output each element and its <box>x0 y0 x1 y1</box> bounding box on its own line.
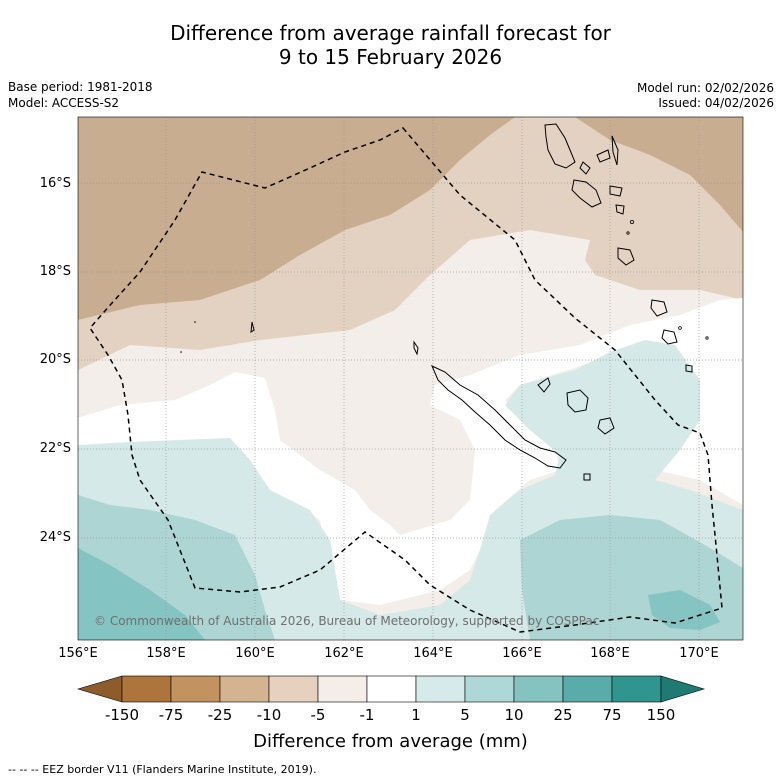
model-run-label: Model run: 02/02/2026 <box>636 81 774 95</box>
vanuatu-ambrym <box>609 185 623 197</box>
wet-strong-se-region <box>648 590 720 630</box>
colorbar-tick-label: 1 <box>411 706 421 724</box>
colorbar-tick-label: -1 <box>359 706 375 724</box>
lat-label-16s: 16°S <box>39 176 71 191</box>
vanuatu-maewo <box>596 149 611 163</box>
loyalty-islands-lifou <box>566 389 589 413</box>
islet <box>194 321 196 323</box>
lon-label-162e: 162°E <box>324 646 364 661</box>
colorbar-tick-label: -5 <box>310 706 326 724</box>
lon-label-168e: 168°E <box>590 646 630 661</box>
copyright-notice: © Commonwealth of Australia 2026, Bureau… <box>94 614 600 628</box>
colorbar-segment <box>317 675 368 703</box>
vanuatu-aneityum <box>685 364 693 373</box>
colorbar-segment <box>219 675 270 703</box>
islet <box>180 351 182 353</box>
colorbar <box>76 675 706 703</box>
map-frame <box>77 116 744 641</box>
lat-label-20s: 20°S <box>39 352 71 367</box>
colorbar-segment <box>611 675 662 703</box>
colorbar-segment <box>121 675 172 703</box>
base-period-label: Base period: 1981-2018 <box>8 80 153 94</box>
colorbar-segment <box>464 675 515 703</box>
model-label: Model: ACCESS-S2 <box>8 96 120 110</box>
lon-label-160e: 160°E <box>235 646 275 661</box>
dry-strong-region <box>78 117 515 320</box>
vanuatu-tanna <box>661 329 678 345</box>
colorbar-segment <box>513 675 564 703</box>
eez-border <box>89 127 723 633</box>
title-line-2: 9 to 15 February 2026 <box>278 45 503 69</box>
islet <box>626 231 630 235</box>
title-line-1: Difference from average rainfall forecas… <box>170 21 611 45</box>
lon-label-164e: 164°E <box>413 646 453 661</box>
issued-label: Issued: 04/02/2026 <box>658 96 774 110</box>
graticule <box>78 117 743 640</box>
loyalty-islands-ouvea <box>537 377 551 393</box>
colorbar-segment <box>366 675 417 703</box>
colorbar-segment <box>415 675 466 703</box>
lat-label-22s: 22°S <box>39 441 71 456</box>
loyalty-islands-mare <box>597 417 615 435</box>
colorbar-tick-label: 10 <box>504 706 524 724</box>
colorbar-extend-low <box>76 675 123 703</box>
lon-label-170e: 170°E <box>679 646 719 661</box>
wet-strong-sw-region <box>78 548 205 640</box>
colorbar-tick-label: 25 <box>553 706 573 724</box>
vanuatu-epi <box>615 204 625 215</box>
lon-label-158e: 158°E <box>146 646 186 661</box>
lon-label-156e: 156°E <box>58 646 98 661</box>
colorbar-segment <box>562 675 613 703</box>
colorbar-segment <box>268 675 319 703</box>
vanuatu-malekula <box>571 179 602 208</box>
isle-of-pines <box>583 473 591 481</box>
lon-label-166e: 166°E <box>502 646 542 661</box>
dry-strong-ne-region <box>575 117 743 232</box>
chesterfield-reef <box>250 321 255 334</box>
lat-label-24s: 24°S <box>39 530 71 545</box>
colorbar-tick-label: -10 <box>256 706 282 724</box>
vanuatu-erromango <box>650 299 668 317</box>
islet <box>678 326 682 330</box>
islet <box>705 336 709 340</box>
colorbar-tick-label: 150 <box>646 706 676 724</box>
colorbar-tick-label: 75 <box>602 706 622 724</box>
new-caledonia-coastline <box>431 365 567 469</box>
islet <box>630 219 635 224</box>
colorbar-tick-label: -75 <box>158 706 184 724</box>
colorbar-segment <box>170 675 221 703</box>
lat-label-18s: 18°S <box>39 264 71 279</box>
vanuatu-espiritu-santo <box>544 123 576 169</box>
colorbar-label: Difference from average (mm) <box>253 731 528 752</box>
neutral-region <box>78 298 743 605</box>
vanuatu-pentecost <box>611 135 619 166</box>
vanuatu-efate <box>617 247 635 266</box>
vanuatu-malo <box>579 161 591 175</box>
colorbar-tick-label: 5 <box>460 706 470 724</box>
colorbar-tick-label: -150 <box>104 706 140 724</box>
eez-legend: -- -- -- EEZ border V11 (Flanders Marine… <box>8 763 317 776</box>
colorbar-extend-high <box>660 675 706 703</box>
belep-island <box>413 340 419 356</box>
colorbar-tick-label: -25 <box>207 706 233 724</box>
